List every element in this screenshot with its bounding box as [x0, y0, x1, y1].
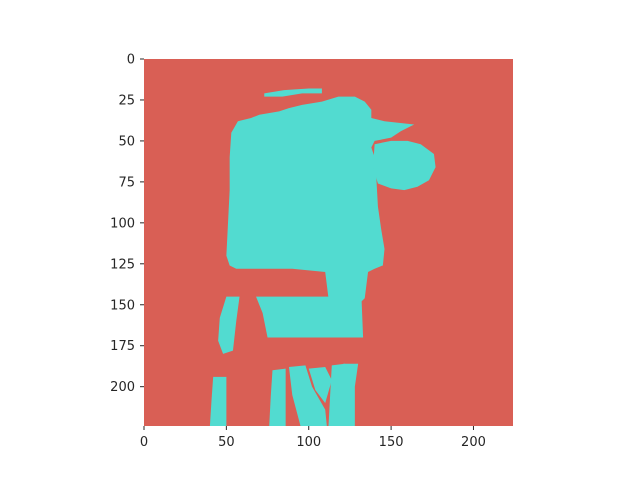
- mask-region-lower-body: [256, 296, 364, 338]
- mask-region-mid-leg-c: [308, 367, 332, 404]
- x-tick-label: 200: [461, 435, 486, 450]
- y-tick-label: 200: [110, 380, 135, 395]
- y-tick-label: 0: [127, 53, 135, 68]
- y-tick-label: 175: [110, 339, 135, 354]
- mask-region-left-leg-upper: [218, 296, 240, 354]
- x-tick-label: 0: [140, 435, 148, 450]
- mask-region-right-leg: [328, 363, 347, 426]
- x-axis: 0 50 100 150 200: [140, 426, 486, 450]
- y-tick-label: 150: [110, 298, 135, 313]
- y-tick-label: 25: [118, 93, 135, 108]
- mask-region-mid-leg-b: [288, 365, 327, 426]
- plot-area: [144, 59, 513, 426]
- x-tick-label: 100: [296, 435, 321, 450]
- mask-region-head-and-torso: [226, 96, 415, 305]
- y-tick-label: 75: [118, 175, 135, 190]
- mask-region-right-leg-b: [343, 363, 359, 426]
- y-tick-label: 50: [118, 134, 135, 149]
- y-tick-label: 100: [110, 216, 135, 231]
- mask-regions: [209, 88, 436, 426]
- mask-region-arm: [372, 140, 436, 191]
- y-tick-label: 125: [110, 257, 135, 272]
- y-axis: 0 25 50 75 100 125 150 175 200: [110, 53, 144, 395]
- x-tick-label: 50: [218, 435, 235, 450]
- mask-region-mid-leg-a: [269, 368, 286, 426]
- x-tick-label: 150: [379, 435, 404, 450]
- mask-region-left-leg-lower: [209, 376, 227, 426]
- mask-region-hat-brim: [264, 88, 322, 97]
